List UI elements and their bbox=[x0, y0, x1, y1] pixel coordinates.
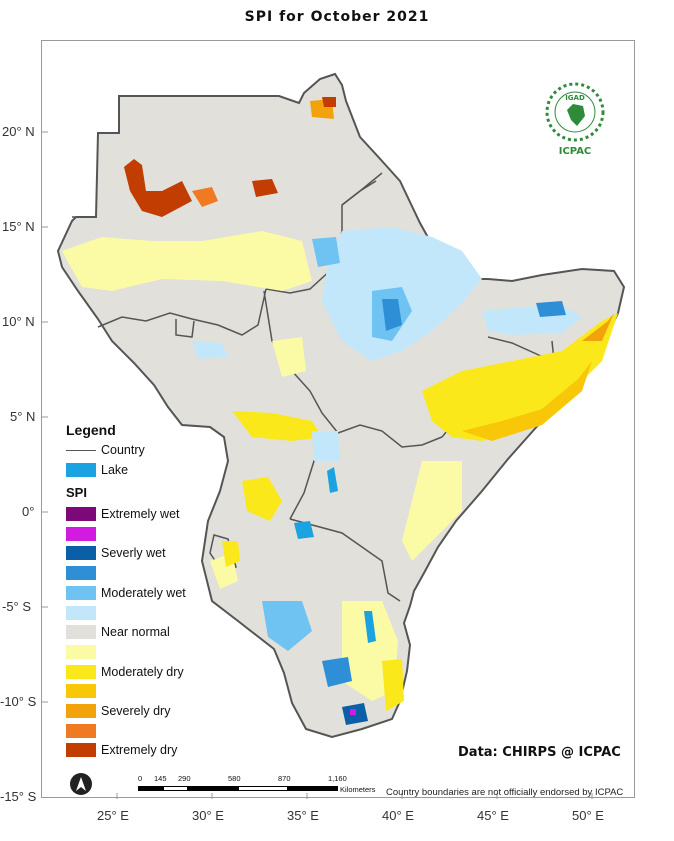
spi-class-label: Extremely wet bbox=[101, 507, 180, 521]
spi-swatch bbox=[66, 605, 96, 620]
x-tick-35e: 35° E bbox=[287, 808, 319, 823]
spi-class-label: Extremely dry bbox=[101, 743, 178, 758]
spi-extreme-dry-patches bbox=[124, 97, 336, 217]
scale-tick: 0 bbox=[138, 774, 143, 783]
spi-wet-patches bbox=[192, 227, 582, 725]
spi-swatch bbox=[66, 566, 96, 581]
x-tick-25e: 25° E bbox=[97, 808, 129, 823]
legend-country-label: Country bbox=[101, 443, 145, 457]
spi-class-row bbox=[66, 723, 101, 739]
spi-class-row: Extremely dry bbox=[66, 742, 177, 758]
spi-swatch bbox=[66, 585, 96, 600]
spi-swatch bbox=[66, 526, 96, 541]
graticule-ticks bbox=[42, 131, 593, 799]
map-canvas bbox=[42, 72, 626, 799]
spi-swatch bbox=[66, 546, 96, 561]
legend-lake-label: Lake bbox=[101, 463, 129, 477]
scale-segment bbox=[238, 786, 288, 791]
spi-class-row: Moderately wet bbox=[66, 585, 186, 601]
map-title: SPI for October 2021 bbox=[244, 9, 430, 25]
spi-swatch bbox=[66, 704, 96, 718]
y-tick-15s: -15° S bbox=[0, 789, 37, 804]
x-tick-40e: 40° E bbox=[382, 808, 414, 823]
y-tick-10n: 10° N bbox=[2, 314, 35, 329]
spi-class-row bbox=[66, 683, 101, 699]
legend-heading: Legend bbox=[66, 422, 116, 438]
scale-segment bbox=[163, 786, 188, 791]
spi-swatch bbox=[66, 723, 96, 738]
scale-segment bbox=[138, 786, 163, 791]
spi-class-row: Extremely wet bbox=[66, 506, 180, 522]
spi-class-row bbox=[66, 526, 101, 542]
scale-tick: 145 bbox=[154, 774, 167, 783]
spi-swatch bbox=[66, 644, 96, 659]
legend-country-row: Country bbox=[66, 442, 145, 458]
spi-swatch bbox=[66, 684, 96, 699]
laurel-icon: IGAD ICPAC bbox=[545, 82, 605, 157]
spi-class-label: Near normal bbox=[101, 625, 170, 640]
north-arrow-icon bbox=[70, 773, 92, 795]
spi-class-row: Severly wet bbox=[66, 545, 166, 561]
x-tick-50e: 50° E bbox=[572, 808, 604, 823]
spi-class-label: Severely dry bbox=[101, 704, 171, 718]
x-tick-45e: 45° E bbox=[477, 808, 509, 823]
spi-class-row: Severely dry bbox=[66, 703, 170, 719]
lake-swatch bbox=[66, 463, 96, 477]
spi-class-row bbox=[66, 644, 101, 660]
scale-tick: 580 bbox=[228, 774, 241, 783]
icpac-logo: IGAD ICPAC bbox=[541, 78, 609, 158]
scale-tick: 870 bbox=[278, 774, 291, 783]
region-shape bbox=[56, 72, 626, 739]
spi-swatch bbox=[66, 625, 96, 640]
boundary-disclaimer: Country boundaries are not officially en… bbox=[386, 787, 624, 798]
y-tick-20n: 20° N bbox=[2, 124, 35, 139]
spi-class-row bbox=[66, 565, 101, 581]
spi-class-label: Severly wet bbox=[101, 546, 166, 561]
y-tick-0: 0° bbox=[22, 504, 35, 519]
spi-swatch bbox=[66, 507, 96, 521]
spi-swatch bbox=[66, 664, 96, 679]
logo-bottom-text: ICPAC bbox=[559, 146, 592, 157]
x-tick-30e: 30° E bbox=[192, 808, 224, 823]
spi-class-row: Moderately dry bbox=[66, 664, 184, 680]
y-tick-5s: -5° S bbox=[2, 599, 32, 614]
scale-unit: Kilometers bbox=[340, 785, 376, 794]
spi-class-label: Moderately dry bbox=[101, 664, 184, 679]
y-tick-15n: 15° N bbox=[2, 219, 35, 234]
map-frame bbox=[41, 40, 635, 799]
spi-class-row bbox=[66, 605, 101, 621]
country-line-icon bbox=[66, 449, 96, 451]
logo-top-text: IGAD bbox=[565, 94, 585, 102]
data-credit: Data: CHIRPS @ ICPAC bbox=[458, 745, 621, 760]
scale-segment bbox=[288, 786, 338, 791]
scale-segment bbox=[188, 786, 238, 791]
spi-dry-patches bbox=[62, 231, 618, 711]
y-tick-5n: 5° N bbox=[10, 409, 36, 424]
scale-tick: 1,160 bbox=[328, 774, 347, 783]
y-tick-10s: -10° S bbox=[0, 694, 37, 709]
spi-swatch bbox=[66, 743, 96, 758]
spi-class-label: Moderately wet bbox=[101, 585, 186, 600]
spi-class-row: Near normal bbox=[66, 624, 170, 640]
legend-lake-row: Lake bbox=[66, 462, 128, 478]
legend-spi-heading: SPI bbox=[66, 484, 87, 500]
scale-tick: 290 bbox=[178, 774, 191, 783]
lakes bbox=[294, 467, 376, 643]
